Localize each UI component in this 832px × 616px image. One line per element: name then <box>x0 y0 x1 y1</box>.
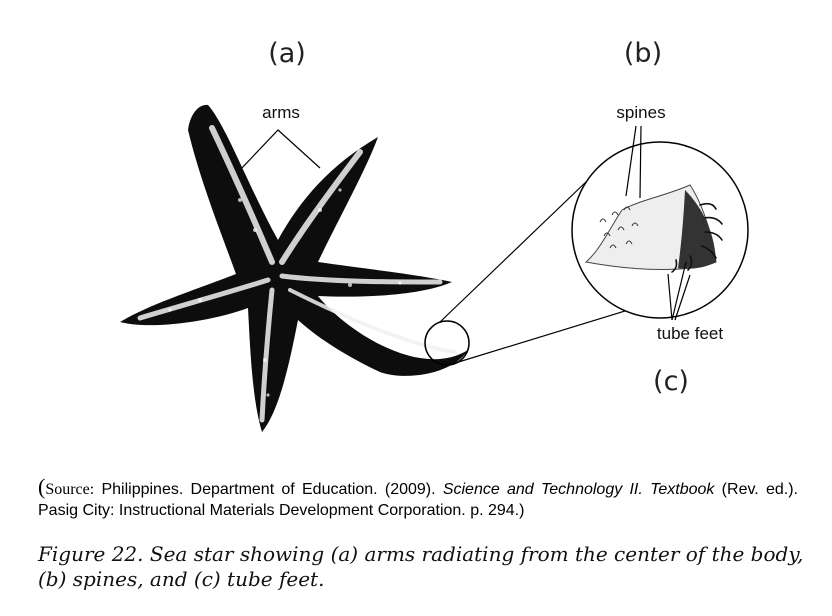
sea-star-markings <box>137 125 457 423</box>
arms-pointer-lines <box>239 129 321 171</box>
tube-feet-marks <box>671 202 723 273</box>
panel-label-a: (a) <box>268 38 306 69</box>
source-lead: Source: <box>45 481 95 498</box>
source-citation: (Source: Philippines. Department of Educ… <box>38 476 798 521</box>
spines-pointer-lines <box>625 125 642 199</box>
panel-label-c: (c) <box>653 366 689 397</box>
sea-star-illustration <box>120 104 468 433</box>
sea-star-body <box>120 104 468 433</box>
spines-label: spines <box>616 103 665 122</box>
source-open-paren: ( <box>38 474 46 499</box>
sea-star-speckles <box>168 188 422 397</box>
arms-label: arms <box>262 103 300 122</box>
tube-feet-label: tube feet <box>657 324 723 343</box>
panel-label-b: (b) <box>624 38 662 69</box>
zoom-source-circle <box>424 320 470 366</box>
spine-marks <box>599 206 639 249</box>
source-text-part1: Philippines. Department of Education. (2… <box>94 481 443 498</box>
source-text-part2: (Rev. ed.). Pasig City: Instructional Ma… <box>38 481 798 519</box>
figure-caption: Figure 22. Sea star showing (a) arms rad… <box>38 542 804 591</box>
magnified-view: spines tube feet <box>571 103 749 343</box>
zoom-connector-lines <box>439 179 649 365</box>
source-book-title: Science and Technology II. Textbook <box>442 481 715 498</box>
tube-feet-pointer-lines <box>667 261 691 321</box>
